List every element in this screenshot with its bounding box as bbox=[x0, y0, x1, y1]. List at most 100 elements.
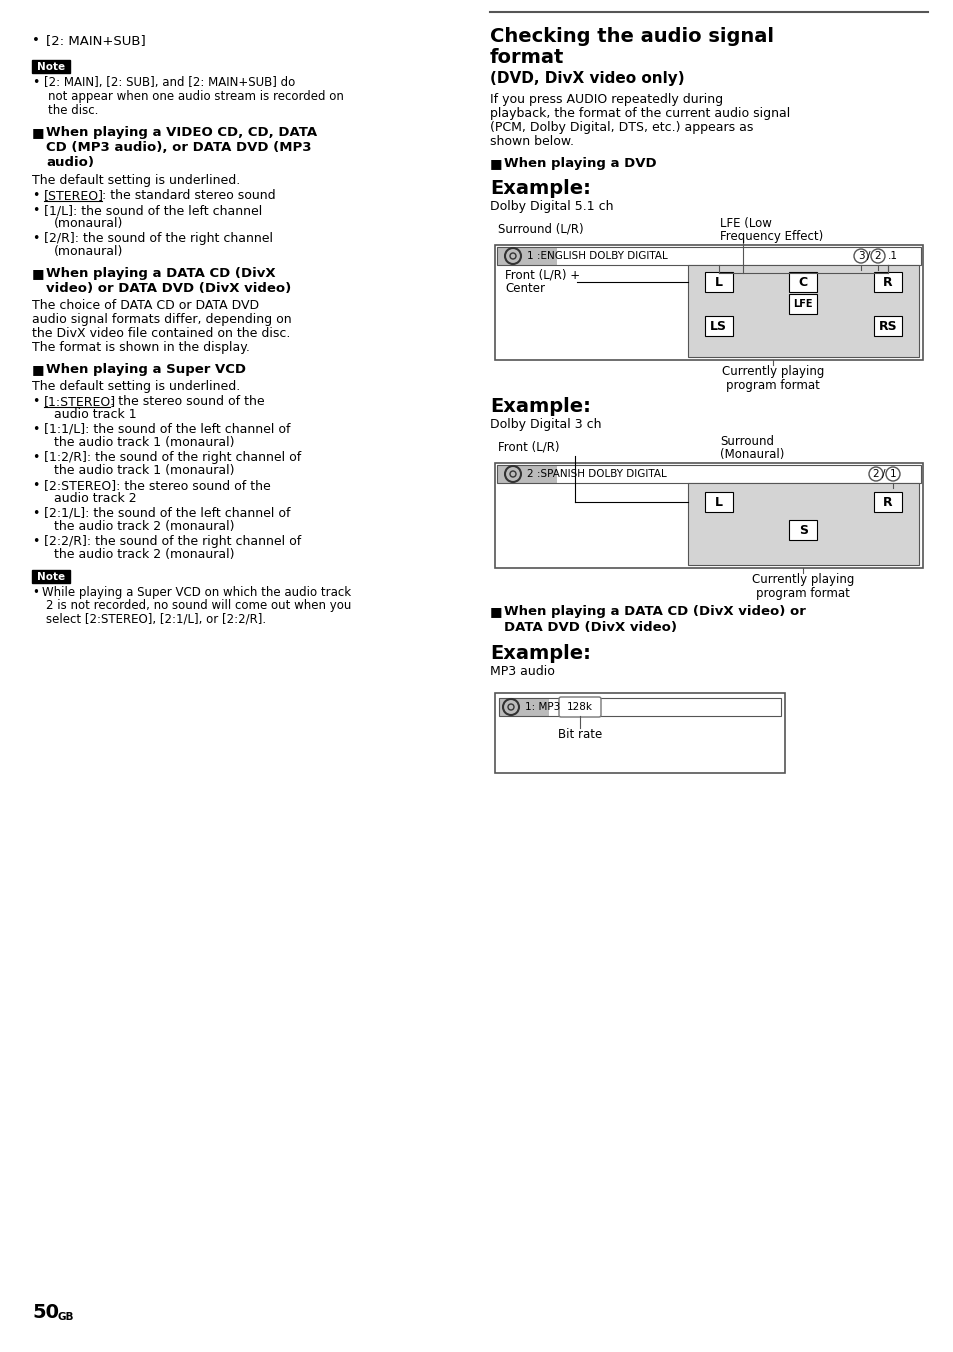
Text: MP3 audio: MP3 audio bbox=[490, 665, 555, 677]
Text: [2:1/L]: the sound of the left channel of: [2:1/L]: the sound of the left channel o… bbox=[44, 507, 291, 521]
Text: •: • bbox=[32, 76, 39, 89]
Text: LFE: LFE bbox=[793, 299, 812, 310]
Text: The format is shown in the display.: The format is shown in the display. bbox=[32, 341, 250, 354]
Text: Example:: Example: bbox=[490, 397, 590, 416]
Text: (monaural): (monaural) bbox=[54, 245, 123, 258]
Text: Currently playing: Currently playing bbox=[721, 365, 823, 379]
Text: When playing a DVD: When playing a DVD bbox=[503, 157, 656, 170]
Text: 50: 50 bbox=[32, 1303, 59, 1322]
Bar bbox=[498, 698, 781, 717]
FancyBboxPatch shape bbox=[873, 316, 901, 337]
Text: [STEREO]: [STEREO] bbox=[44, 189, 104, 201]
Text: 128k: 128k bbox=[566, 702, 593, 713]
Bar bbox=[495, 245, 923, 360]
FancyBboxPatch shape bbox=[873, 272, 901, 292]
Text: R: R bbox=[882, 495, 892, 508]
Text: the audio track 2 (monaural): the audio track 2 (monaural) bbox=[54, 548, 234, 561]
Text: •: • bbox=[32, 204, 39, 218]
FancyBboxPatch shape bbox=[873, 492, 901, 512]
Text: •: • bbox=[32, 189, 39, 201]
Text: (DVD, DivX video only): (DVD, DivX video only) bbox=[490, 72, 684, 87]
Bar bbox=[498, 698, 548, 717]
FancyBboxPatch shape bbox=[788, 272, 817, 292]
Text: 2: 2 bbox=[872, 469, 879, 479]
Text: Dolby Digital 3 ch: Dolby Digital 3 ch bbox=[490, 418, 601, 431]
Bar bbox=[687, 265, 918, 357]
Text: /: / bbox=[882, 469, 884, 479]
Text: select [2:STEREO], [2:1/L], or [2:2/R].: select [2:STEREO], [2:1/L], or [2:2/R]. bbox=[46, 612, 266, 625]
Text: When playing a DATA CD (DivX: When playing a DATA CD (DivX bbox=[46, 266, 275, 280]
Text: program format: program format bbox=[725, 379, 820, 392]
Bar bbox=[497, 465, 920, 483]
Text: [1:1/L]: the sound of the left channel of: [1:1/L]: the sound of the left channel o… bbox=[44, 423, 291, 435]
Text: [1:STEREO]: [1:STEREO] bbox=[44, 395, 116, 408]
FancyBboxPatch shape bbox=[558, 698, 600, 717]
Text: CD (MP3 audio), or DATA DVD (MP3: CD (MP3 audio), or DATA DVD (MP3 bbox=[46, 141, 312, 154]
Text: DATA DVD (DivX video): DATA DVD (DivX video) bbox=[503, 621, 677, 634]
Text: 1 :ENGLISH DOLBY DIGITAL: 1 :ENGLISH DOLBY DIGITAL bbox=[526, 251, 667, 261]
Text: [2/R]: the sound of the right channel: [2/R]: the sound of the right channel bbox=[44, 233, 273, 245]
Bar bbox=[497, 465, 557, 483]
Text: [2:STEREO]: the stereo sound of the: [2:STEREO]: the stereo sound of the bbox=[44, 479, 271, 492]
Text: Bit rate: Bit rate bbox=[558, 727, 601, 741]
Text: ■: ■ bbox=[32, 126, 45, 139]
Text: •: • bbox=[32, 479, 39, 492]
Text: R: R bbox=[882, 276, 892, 288]
FancyBboxPatch shape bbox=[704, 492, 732, 512]
Text: [2: MAIN], [2: SUB], and [2: MAIN+SUB] do: [2: MAIN], [2: SUB], and [2: MAIN+SUB] d… bbox=[44, 76, 294, 89]
Text: : the stereo sound of the: : the stereo sound of the bbox=[110, 395, 264, 408]
FancyBboxPatch shape bbox=[788, 521, 817, 539]
Text: 1: MP3: 1: MP3 bbox=[524, 702, 559, 713]
FancyBboxPatch shape bbox=[704, 272, 732, 292]
FancyBboxPatch shape bbox=[32, 571, 70, 583]
Text: 2 is not recorded, no sound will come out when you: 2 is not recorded, no sound will come ou… bbox=[46, 599, 351, 612]
Text: Example:: Example: bbox=[490, 178, 590, 197]
Text: LFE (Low: LFE (Low bbox=[720, 218, 771, 230]
Text: not appear when one audio stream is recorded on: not appear when one audio stream is reco… bbox=[48, 91, 343, 103]
Text: L: L bbox=[714, 276, 721, 288]
Text: •: • bbox=[32, 535, 39, 548]
Text: •: • bbox=[32, 34, 40, 47]
Text: audio track 2: audio track 2 bbox=[54, 492, 136, 506]
Text: audio): audio) bbox=[46, 155, 94, 169]
Text: /: / bbox=[866, 251, 870, 261]
Bar bbox=[687, 483, 918, 565]
Text: Surround: Surround bbox=[720, 435, 773, 448]
Text: S: S bbox=[798, 523, 807, 537]
Text: ■: ■ bbox=[490, 604, 502, 618]
Text: The choice of DATA CD or DATA DVD: The choice of DATA CD or DATA DVD bbox=[32, 299, 259, 312]
Bar bbox=[497, 247, 920, 265]
Text: L: L bbox=[714, 495, 721, 508]
Text: [2:2/R]: the sound of the right channel of: [2:2/R]: the sound of the right channel … bbox=[44, 535, 301, 548]
Text: If you press AUDIO repeatedly during: If you press AUDIO repeatedly during bbox=[490, 93, 722, 105]
Text: 1: 1 bbox=[889, 469, 896, 479]
Text: : the standard stereo sound: : the standard stereo sound bbox=[102, 189, 275, 201]
Text: ■: ■ bbox=[32, 266, 45, 280]
Text: •: • bbox=[32, 233, 39, 245]
Bar bbox=[495, 462, 923, 568]
Text: audio track 1: audio track 1 bbox=[54, 408, 136, 420]
Text: .1: .1 bbox=[887, 251, 897, 261]
Text: the audio track 2 (monaural): the audio track 2 (monaural) bbox=[54, 521, 234, 533]
Bar bbox=[497, 247, 557, 265]
Text: •: • bbox=[32, 452, 39, 464]
Text: (Monaural): (Monaural) bbox=[720, 448, 783, 461]
Text: [2: MAIN+SUB]: [2: MAIN+SUB] bbox=[46, 34, 146, 47]
Text: playback, the format of the current audio signal: playback, the format of the current audi… bbox=[490, 107, 789, 120]
Text: Center: Center bbox=[504, 283, 544, 295]
FancyBboxPatch shape bbox=[788, 293, 817, 314]
Text: When playing a DATA CD (DivX video) or: When playing a DATA CD (DivX video) or bbox=[503, 604, 805, 618]
Text: the DivX video file contained on the disc.: the DivX video file contained on the dis… bbox=[32, 327, 290, 339]
Text: ■: ■ bbox=[32, 362, 45, 376]
Text: audio signal formats differ, depending on: audio signal formats differ, depending o… bbox=[32, 314, 292, 326]
Text: 3: 3 bbox=[857, 251, 863, 261]
Text: the audio track 1 (monaural): the audio track 1 (monaural) bbox=[54, 435, 234, 449]
Text: ■: ■ bbox=[490, 157, 502, 170]
Text: The default setting is underlined.: The default setting is underlined. bbox=[32, 174, 240, 187]
Text: •: • bbox=[32, 507, 39, 521]
Text: When playing a VIDEO CD, CD, DATA: When playing a VIDEO CD, CD, DATA bbox=[46, 126, 316, 139]
Text: format: format bbox=[490, 49, 564, 68]
Text: When playing a Super VCD: When playing a Super VCD bbox=[46, 362, 246, 376]
Text: •: • bbox=[32, 585, 39, 599]
Text: program format: program format bbox=[756, 587, 849, 600]
